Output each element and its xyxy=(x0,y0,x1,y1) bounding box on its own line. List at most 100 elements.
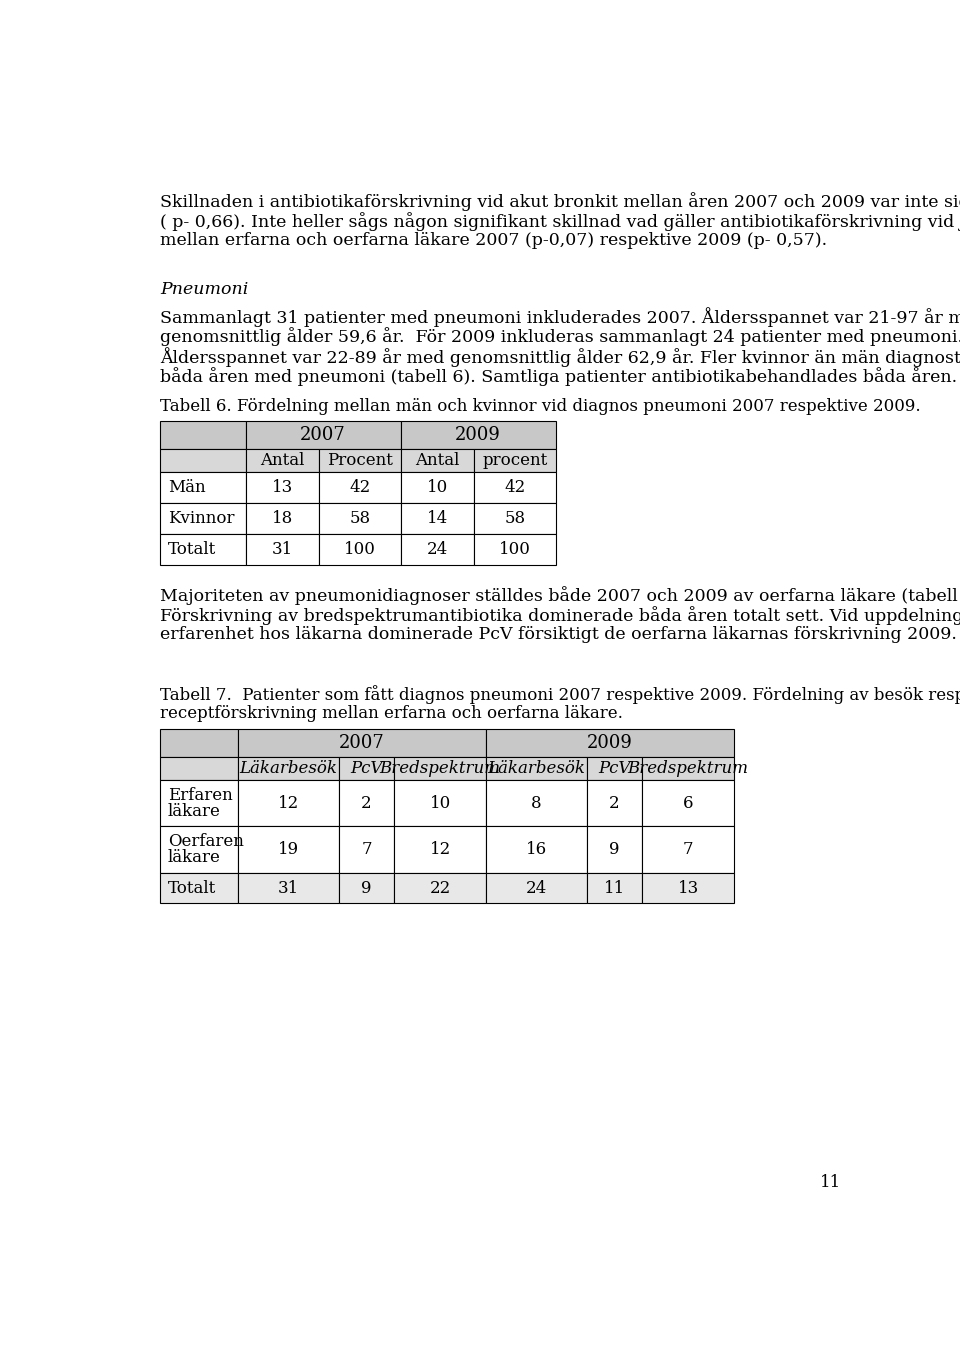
Bar xyxy=(246,449,319,473)
Text: 2009: 2009 xyxy=(455,426,501,444)
Text: Bredspektrum: Bredspektrum xyxy=(628,760,749,778)
Bar xyxy=(238,780,339,827)
Text: 19: 19 xyxy=(277,840,299,858)
Text: Läkarbesök: Läkarbesök xyxy=(239,760,337,778)
Text: Tabell 6. Fördelning mellan män och kvinnor vid diagnos pneumoni 2007 respektive: Tabell 6. Fördelning mellan män och kvin… xyxy=(160,398,921,415)
Text: läkare: läkare xyxy=(168,849,221,866)
Text: Majoriteten av pneumonidiagnoser ställdes både 2007 och 2009 av oerfarna läkare : Majoriteten av pneumonidiagnoser ställde… xyxy=(160,586,960,605)
Text: 2: 2 xyxy=(361,795,372,812)
Bar xyxy=(160,873,238,903)
Bar xyxy=(486,827,587,873)
Bar xyxy=(642,757,733,780)
Text: Kvinnor: Kvinnor xyxy=(168,509,234,527)
Bar xyxy=(395,827,486,873)
Text: Sammanlagt 31 patienter med pneumoni inkluderades 2007. Åldersspannet var 21-97 : Sammanlagt 31 patienter med pneumoni ink… xyxy=(160,308,960,327)
Text: 100: 100 xyxy=(344,541,375,557)
Bar xyxy=(474,503,556,534)
Text: Antal: Antal xyxy=(415,452,460,469)
Bar xyxy=(160,449,246,473)
Bar xyxy=(400,473,474,503)
Text: procent: procent xyxy=(482,452,547,469)
Bar xyxy=(474,473,556,503)
Text: PcV: PcV xyxy=(598,760,631,778)
Text: mellan erfarna och oerfarna läkare 2007 (p-0,07) respektive 2009 (p- 0,57).: mellan erfarna och oerfarna läkare 2007 … xyxy=(160,232,828,249)
Bar xyxy=(486,757,587,780)
Text: 100: 100 xyxy=(499,541,531,557)
Text: 18: 18 xyxy=(272,509,293,527)
Bar xyxy=(339,757,395,780)
Text: 7: 7 xyxy=(683,840,693,858)
Text: 10: 10 xyxy=(429,795,450,812)
Bar xyxy=(160,757,238,780)
Text: 7: 7 xyxy=(361,840,372,858)
Text: 24: 24 xyxy=(427,541,448,557)
Bar xyxy=(160,827,238,873)
Text: Pneumoni: Pneumoni xyxy=(160,281,249,298)
Text: Procent: Procent xyxy=(327,452,393,469)
Text: 2007: 2007 xyxy=(300,426,346,444)
Bar xyxy=(246,421,400,449)
Bar xyxy=(160,503,246,534)
Bar xyxy=(486,873,587,903)
Bar xyxy=(395,873,486,903)
Text: 11: 11 xyxy=(820,1174,841,1190)
Text: 2009: 2009 xyxy=(587,734,633,752)
Text: Män: Män xyxy=(168,479,205,496)
Bar xyxy=(474,449,556,473)
Text: 10: 10 xyxy=(427,479,448,496)
Text: 6: 6 xyxy=(683,795,693,812)
Text: PcV: PcV xyxy=(350,760,383,778)
Bar xyxy=(395,780,486,827)
Text: 16: 16 xyxy=(526,840,547,858)
Bar xyxy=(246,534,319,565)
Text: 9: 9 xyxy=(610,840,620,858)
Bar xyxy=(395,757,486,780)
Text: 58: 58 xyxy=(349,509,371,527)
Bar xyxy=(587,827,642,873)
Text: Förskrivning av bredspektrumantibiotika dominerade båda åren totalt sett. Vid up: Förskrivning av bredspektrumantibiotika … xyxy=(160,606,960,625)
Text: 12: 12 xyxy=(277,795,299,812)
Bar xyxy=(238,827,339,873)
Text: Totalt: Totalt xyxy=(168,880,216,896)
Text: läkare: läkare xyxy=(168,802,221,820)
Bar xyxy=(400,449,474,473)
Text: Läkarbesök: Läkarbesök xyxy=(487,760,586,778)
Text: 12: 12 xyxy=(429,840,450,858)
Bar xyxy=(319,503,400,534)
Text: erfarenhet hos läkarna dominerade PcV försiktigt de oerfarna läkarnas förskrivni: erfarenhet hos läkarna dominerade PcV fö… xyxy=(160,627,957,643)
Text: 42: 42 xyxy=(504,479,525,496)
Text: Skillnaden i antibiotikaförskrivning vid akut bronkit mellan åren 2007 och 2009 : Skillnaden i antibiotikaförskrivning vid… xyxy=(160,192,960,211)
Text: båda åren med pneumoni (tabell 6). Samtliga patienter antibiotikabehandlades båd: båda åren med pneumoni (tabell 6). Samtl… xyxy=(160,368,957,387)
Text: 8: 8 xyxy=(531,795,541,812)
Text: 9: 9 xyxy=(361,880,372,896)
Bar xyxy=(160,730,238,757)
Text: Tabell 7.  Patienter som fått diagnos pneumoni 2007 respektive 2009. Fördelning : Tabell 7. Patienter som fått diagnos pne… xyxy=(160,685,960,704)
Bar xyxy=(474,534,556,565)
Text: 31: 31 xyxy=(272,541,293,557)
Bar xyxy=(587,873,642,903)
Bar xyxy=(486,730,733,757)
Bar xyxy=(160,473,246,503)
Bar xyxy=(339,827,395,873)
Text: Åldersspannet var 22-89 år med genomsnittlig ålder 62,9 år. Fler kvinnor än män : Åldersspannet var 22-89 år med genomsnit… xyxy=(160,347,960,368)
Text: 24: 24 xyxy=(525,880,547,896)
Text: Bredspektrum: Bredspektrum xyxy=(379,760,500,778)
Text: 11: 11 xyxy=(604,880,625,896)
Text: genomsnittlig ålder 59,6 år.  För 2009 inkluderas sammanlagt 24 patienter med pn: genomsnittlig ålder 59,6 år. För 2009 in… xyxy=(160,327,960,346)
Text: 13: 13 xyxy=(678,880,699,896)
Text: 2: 2 xyxy=(610,795,620,812)
Bar xyxy=(319,473,400,503)
Text: Totalt: Totalt xyxy=(168,541,216,557)
Text: Erfaren: Erfaren xyxy=(168,787,233,804)
Text: 22: 22 xyxy=(429,880,450,896)
Bar xyxy=(319,534,400,565)
Text: 13: 13 xyxy=(272,479,293,496)
Bar xyxy=(246,473,319,503)
Bar xyxy=(238,730,486,757)
Bar xyxy=(587,780,642,827)
Text: ( p- 0,66). Inte heller sågs någon signifikant skillnad vad gäller antibiotikafö: ( p- 0,66). Inte heller sågs någon signi… xyxy=(160,212,960,230)
Bar xyxy=(339,873,395,903)
Bar xyxy=(642,780,733,827)
Bar xyxy=(486,780,587,827)
Bar xyxy=(160,534,246,565)
